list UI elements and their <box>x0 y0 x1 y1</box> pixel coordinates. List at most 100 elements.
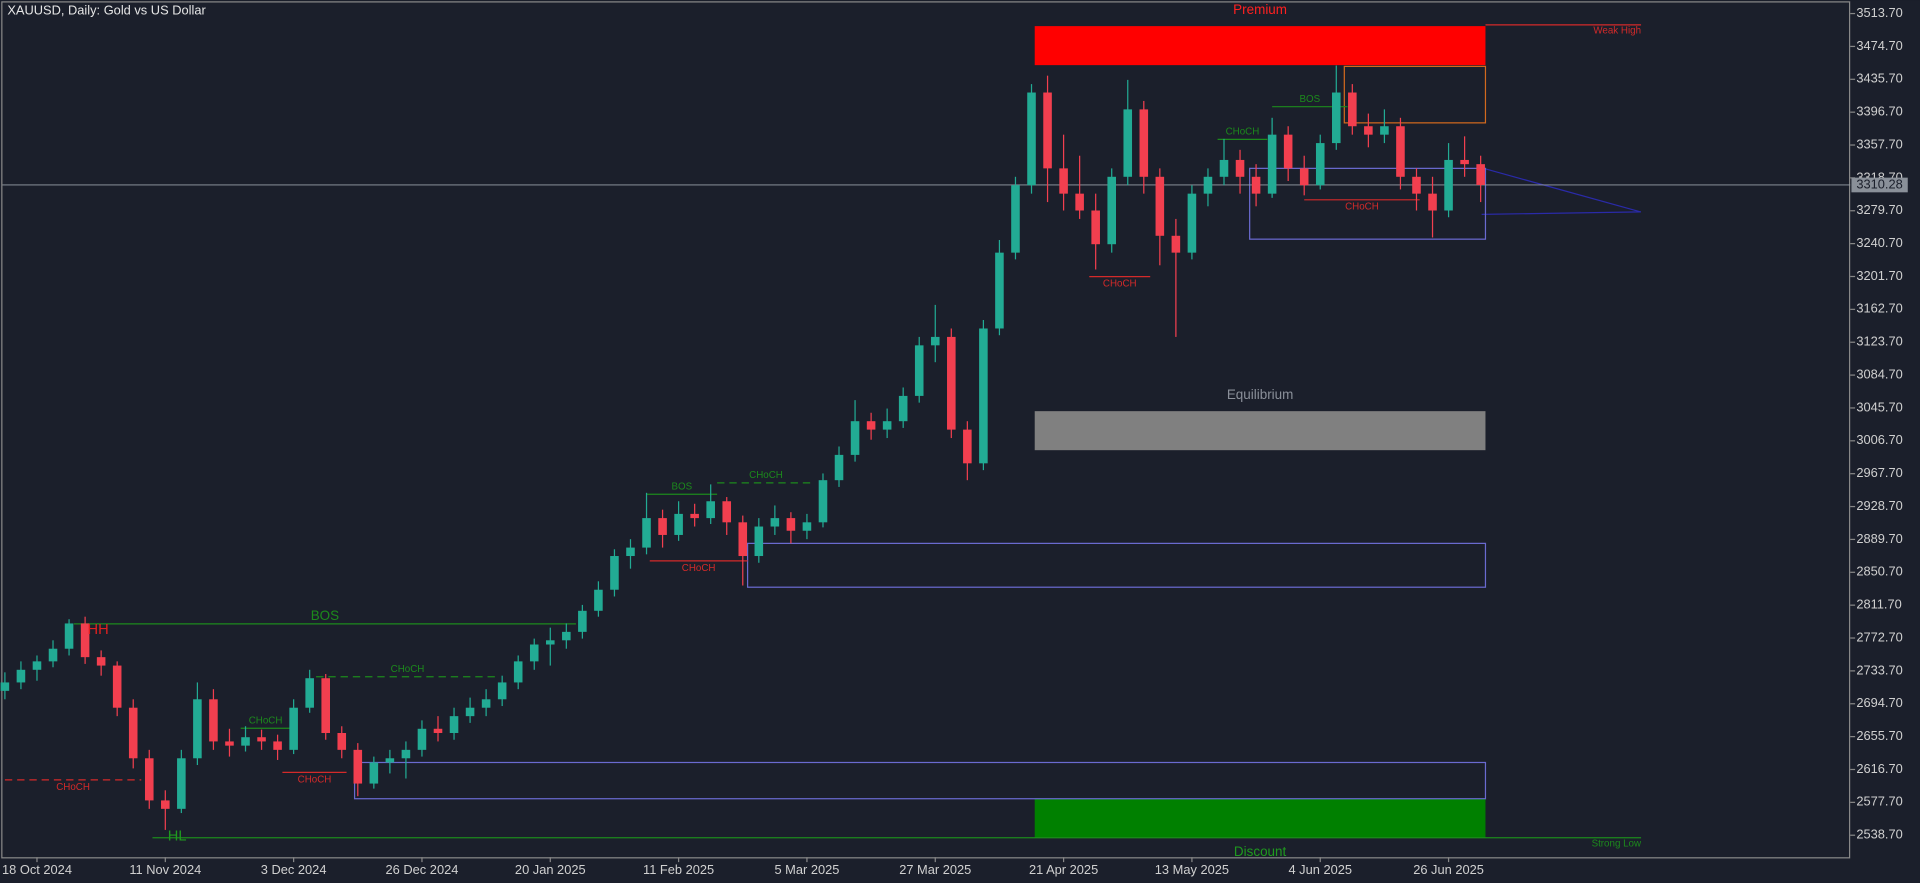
trend-line <box>1481 211 1641 215</box>
x-tick-label: 26 Jun 2025 <box>1413 862 1484 877</box>
zone <box>1034 411 1486 451</box>
candle-body <box>321 678 330 733</box>
y-tick-label: 2928.70 <box>1856 498 1902 513</box>
y-tick-label: 3045.70 <box>1856 399 1902 414</box>
y-tick-label: 3162.70 <box>1856 301 1902 316</box>
chart-title: XAUUSD, Daily: Gold vs US Dollar <box>7 2 206 17</box>
candle-body <box>1139 109 1149 177</box>
structure-label: Strong Low <box>1592 838 1642 849</box>
x-tick-label: 5 Mar 2025 <box>774 862 839 877</box>
candle-body <box>786 518 796 531</box>
y-tick-label: 3396.70 <box>1856 104 1902 119</box>
candle-body <box>417 728 427 750</box>
y-tick-label: 3123.70 <box>1856 334 1902 349</box>
candle-body <box>1043 92 1052 169</box>
candle-body <box>481 699 491 708</box>
x-tick-label: 26 Dec 2024 <box>386 862 459 877</box>
candle-body <box>1011 185 1020 253</box>
candle-body <box>1075 193 1084 211</box>
candle-body <box>642 518 651 548</box>
candle-body <box>754 526 764 557</box>
zone-label: Discount <box>1234 844 1287 859</box>
structure-label: CHoCH <box>1345 202 1379 213</box>
candle-body <box>706 501 715 519</box>
y-tick-label: 2850.70 <box>1856 564 1902 579</box>
structure-label: BOS <box>671 481 692 492</box>
candle-body <box>1380 126 1389 135</box>
candle-body <box>32 661 42 670</box>
zone <box>1034 798 1486 838</box>
swing-label: HL <box>168 828 187 844</box>
candle-body <box>433 728 443 733</box>
y-tick-label: 3084.70 <box>1856 366 1902 381</box>
candle-body <box>193 699 202 759</box>
zone <box>1343 65 1487 124</box>
candle-body <box>1428 193 1437 211</box>
x-tick-label: 20 Jan 2025 <box>515 862 586 877</box>
candle-body <box>48 648 58 662</box>
candle-body <box>802 522 812 531</box>
candle-body <box>963 429 972 464</box>
candle-body <box>930 336 940 346</box>
candle-body <box>1315 143 1325 186</box>
swing-label: HH <box>88 622 109 638</box>
candle-body <box>690 513 699 519</box>
zone <box>746 542 1487 588</box>
candle-body <box>1203 176 1213 194</box>
candle-body <box>273 741 282 750</box>
candle-body <box>979 328 988 464</box>
y-tick-label: 3474.70 <box>1856 38 1902 53</box>
candle-body <box>0 682 10 691</box>
candle-body <box>1123 109 1133 177</box>
candle-body <box>818 480 828 523</box>
candle-body <box>722 501 732 523</box>
y-tick-label: 2733.70 <box>1856 662 1902 677</box>
candle-body <box>209 699 218 742</box>
x-tick-label: 18 Oct 2024 <box>2 862 72 877</box>
candle-body <box>914 345 924 396</box>
candle-body <box>1027 92 1036 186</box>
candle-body <box>257 737 266 742</box>
zone-label: Equilibrium <box>1227 387 1294 402</box>
y-tick-label: 3435.70 <box>1856 71 1902 86</box>
structure-label: CHoCH <box>1103 279 1137 290</box>
x-tick-label: 21 Apr 2025 <box>1029 862 1098 877</box>
y-tick-label: 2577.70 <box>1856 794 1902 809</box>
candle-body <box>513 661 523 683</box>
zone <box>1249 167 1487 240</box>
candle-body <box>1267 134 1277 194</box>
candle-body <box>1396 126 1405 177</box>
candle-body <box>1332 92 1341 144</box>
candle-body <box>1219 159 1229 177</box>
candle-body <box>1155 176 1165 236</box>
candle-body <box>112 665 122 708</box>
candle-body <box>1283 134 1293 169</box>
structure-label: CHoCH <box>249 716 283 727</box>
zone-label: Premium <box>1233 2 1287 17</box>
candle-body <box>225 741 234 746</box>
candle-body <box>626 547 635 557</box>
candle-body <box>1476 164 1485 185</box>
price-tag-label: 3310.28 <box>1856 176 1902 191</box>
candle-body <box>594 589 603 611</box>
y-tick-label: 3279.70 <box>1856 202 1902 217</box>
structure-label: CHoCH <box>682 563 716 574</box>
candle-body <box>658 518 667 535</box>
x-tick-label: 13 May 2025 <box>1155 862 1229 877</box>
structure-label: BOS <box>311 608 339 623</box>
y-tick-label: 2772.70 <box>1856 629 1902 644</box>
x-tick-label: 27 Mar 2025 <box>899 862 971 877</box>
candle-body <box>177 758 186 809</box>
structure-label: CHoCH <box>298 774 332 785</box>
candle-body <box>529 644 539 662</box>
y-tick-label: 2538.70 <box>1856 827 1902 842</box>
y-tick-label: 3240.70 <box>1856 235 1902 250</box>
candle-body <box>1091 210 1100 245</box>
price-tag <box>1851 177 1908 193</box>
y-tick-label: 2889.70 <box>1856 531 1902 546</box>
candle-body <box>1299 168 1309 186</box>
candle-body <box>770 518 780 527</box>
candle-body <box>1251 176 1261 194</box>
candle-body <box>449 716 459 733</box>
